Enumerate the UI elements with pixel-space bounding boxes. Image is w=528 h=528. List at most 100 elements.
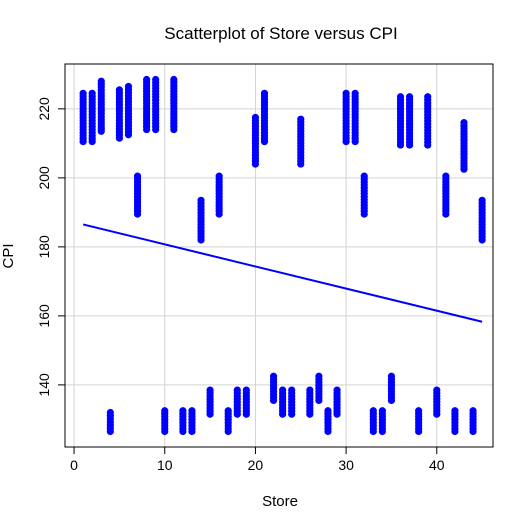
chart-title: Scatterplot of Store versus CPI [164,24,397,43]
store-20-points [251,113,260,168]
data-point [197,236,205,244]
store-30-points [342,89,350,146]
store-19-points [242,386,250,418]
store-38-points [415,407,423,436]
data-point [215,210,223,218]
data-point [170,125,178,134]
store-16-points [215,172,223,218]
store-24-points [288,386,296,418]
store-36-points [396,93,405,149]
data-point [324,427,332,436]
store-42-points [451,407,459,436]
store-1-points [79,89,87,146]
trend-line [82,223,483,323]
data-point [378,427,386,436]
y-axis-label: CPI [0,243,17,268]
data-point [233,410,241,418]
data-point [433,410,441,418]
data-point [415,427,423,436]
data-point [442,210,450,218]
store-6-points [124,82,133,139]
x-tick-label: 10 [157,457,173,473]
data-point [342,138,350,146]
data-point [460,165,468,173]
store-7-points [133,172,142,218]
store-9-points [152,75,160,134]
data-point [161,427,169,436]
data-point [297,160,305,168]
data-point [451,427,459,436]
data-points [79,75,486,436]
store-45-points [478,196,486,244]
store-14-points [197,196,205,244]
store-12-points [179,407,187,436]
store-29-points [333,386,341,418]
store-25-points [297,115,305,168]
store-40-points [433,386,441,418]
store-22-points [269,372,278,405]
store-32-points [360,172,368,218]
data-point [269,396,278,405]
data-point [469,427,477,436]
x-tick-label: 0 [70,457,78,473]
data-point [152,125,160,134]
store-17-points [224,407,232,436]
data-point [306,410,314,418]
data-point [179,427,187,436]
data-point [279,410,287,418]
store-3-points [97,77,105,135]
data-point [206,410,214,418]
trend-line-layer [82,223,483,323]
data-point [124,131,133,139]
y-tick-label: 180 [36,235,52,259]
store-4-points [106,408,114,436]
store-44-points [469,407,477,436]
data-point [360,210,368,218]
data-point [106,427,114,436]
x-axis: 0 10 20 30 40 [70,447,445,473]
data-point [396,141,405,149]
store-33-points [369,407,377,436]
store-43-points [460,119,468,173]
data-point [369,427,377,436]
data-point [288,410,296,418]
store-21-points [260,89,269,146]
store-5-points [115,86,124,142]
y-tick-label: 140 [36,373,52,397]
data-point [424,141,432,149]
data-point [251,160,260,168]
store-27-points [315,372,323,405]
y-tick-label: 200 [36,166,52,190]
store-41-points [442,172,450,218]
store-28-points [324,407,332,436]
store-13-points [188,407,196,436]
store-26-points [306,386,314,418]
x-tick-label: 20 [248,457,264,473]
store-15-points [206,386,214,418]
x-axis-label: Store [262,493,298,510]
data-point [79,138,87,146]
store-23-points [279,386,287,418]
data-point [387,396,396,405]
data-point [333,410,341,418]
store-11-points [170,75,178,134]
data-point [351,138,359,146]
store-18-points [233,386,241,418]
store-39-points [424,93,432,149]
store-8-points [143,75,151,134]
data-point [315,396,323,405]
store-37-points [405,93,414,149]
data-point [478,236,486,244]
store-2-points [88,89,96,146]
data-point [188,427,196,436]
data-point [260,138,269,146]
data-point [224,427,232,436]
x-tick-label: 30 [338,457,354,473]
data-point [242,410,250,418]
data-point [405,141,414,149]
plot-frame [64,63,494,448]
data-point [88,138,96,146]
store-34-points [378,407,386,436]
store-35-points [387,372,396,405]
